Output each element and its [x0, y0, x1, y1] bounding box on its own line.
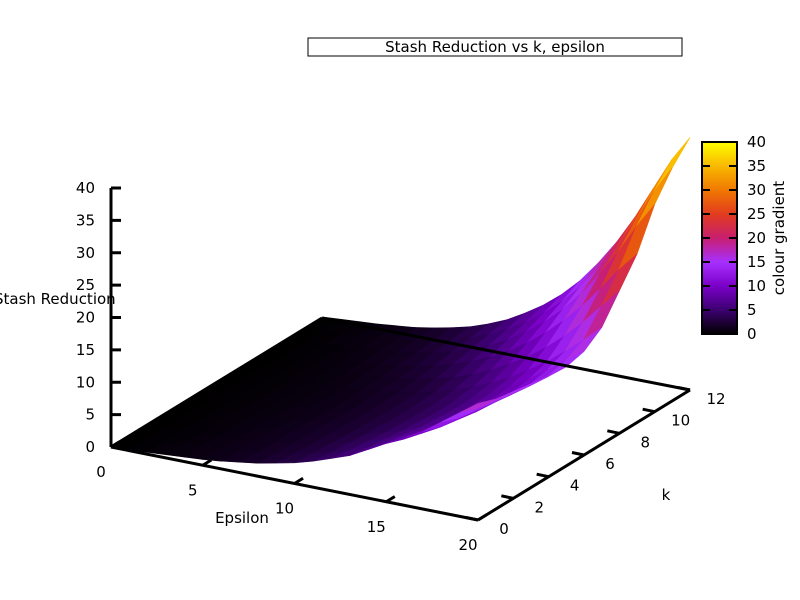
y-tick-mark [536, 472, 549, 479]
z-tick-label: 5 [85, 406, 95, 424]
colorbar: 0 5 10 15 20 25 30 35 40 colour gradient [701, 133, 788, 343]
x-tick-mark [110, 440, 121, 449]
y-tick-mark [501, 494, 514, 500]
colorbar-tick-label: 10 [747, 277, 766, 295]
x-tick-label: 0 [96, 463, 106, 481]
surface-facet [636, 167, 673, 227]
z-tick-label: 10 [76, 373, 95, 391]
y-tick-mark [465, 516, 479, 522]
colorbar-tick-label: 35 [747, 157, 766, 175]
x-tick-label: 5 [188, 481, 198, 499]
colorbar-tick-label: 15 [747, 253, 766, 271]
z-tick-label: 20 [76, 309, 95, 327]
y-tick-label: 2 [535, 498, 545, 516]
back-edge-line [110, 316, 323, 449]
z-tick-label: 35 [76, 211, 95, 229]
chart-title-box: Stash Reduction vs k, epsilon [307, 37, 683, 57]
x-tick-label: 10 [275, 500, 294, 518]
colorbar-tick-label: 40 [747, 133, 766, 151]
x-tick-label: 15 [367, 518, 386, 536]
y-tick-mark [607, 429, 620, 435]
z-axis-label: Stash Reduction [0, 290, 116, 308]
y-axis-ticks: 0 2 4 6 8 10 12 [465, 386, 726, 538]
colorbar-tick-label: 0 [747, 325, 757, 343]
colorbar-label: colour gradient [770, 181, 788, 296]
y-tick-label: 10 [671, 412, 690, 430]
y-tick-label: 12 [706, 390, 725, 408]
z-tick-label: 40 [76, 179, 95, 197]
x-tick-label: 20 [458, 536, 477, 554]
colorbar-tick-label: 30 [747, 181, 766, 199]
x-tick-mark [385, 495, 396, 504]
back-edge-line-2 [321, 316, 691, 392]
x-axis-label: Epsilon [215, 509, 269, 527]
surface-facet [459, 398, 496, 414]
surface-mesh [110, 137, 691, 464]
chart-title: Stash Reduction vs k, epsilon [385, 38, 605, 56]
y-tick-mark [677, 386, 691, 392]
colorbar-tick-label: 5 [747, 301, 757, 319]
surface-facet [653, 137, 691, 192]
y-tick-label: 0 [499, 520, 509, 538]
z-axis-ticks: 0 5 10 15 20 25 30 35 40 [76, 179, 121, 456]
y-tick-label: 6 [605, 455, 615, 473]
colorbar-tick-label: 25 [747, 205, 766, 223]
z-tick-label: 15 [76, 341, 95, 359]
y-tick-mark [642, 407, 655, 414]
x-tick-mark [477, 513, 488, 522]
z-tick-label: 30 [76, 244, 95, 262]
x-tick-mark [293, 476, 304, 485]
x-axis-ticks: 0 5 10 15 20 [96, 440, 488, 554]
y-tick-label: 4 [570, 477, 580, 495]
z-tick-label: 25 [76, 276, 95, 294]
colorbar-tick-label: 20 [747, 229, 766, 247]
y-axis-label: k [662, 486, 671, 504]
x-tick-mark [201, 458, 213, 467]
z-tick-label: 0 [85, 438, 95, 456]
colorbar-ticks: 0 5 10 15 20 25 30 35 40 [702, 133, 766, 343]
y-tick-label: 8 [641, 433, 651, 451]
y-tick-mark [571, 451, 585, 457]
